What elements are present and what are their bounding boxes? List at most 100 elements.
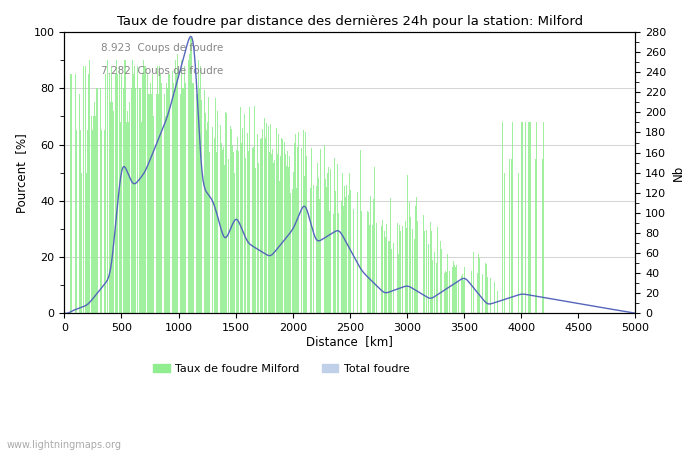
Bar <box>326 187 327 314</box>
Bar <box>127 111 128 314</box>
Bar <box>279 181 280 314</box>
Bar <box>509 158 510 314</box>
Bar <box>482 274 484 314</box>
Bar <box>113 111 114 314</box>
Bar <box>484 263 486 314</box>
Bar <box>184 66 186 314</box>
Bar <box>149 94 150 314</box>
Bar <box>515 173 517 314</box>
Bar <box>267 126 269 314</box>
Bar <box>511 158 512 314</box>
Bar <box>191 37 192 314</box>
Bar <box>87 130 88 314</box>
Bar <box>368 212 369 314</box>
Bar <box>542 158 543 314</box>
Bar <box>159 66 160 314</box>
Bar <box>423 215 424 314</box>
Bar <box>153 117 155 314</box>
Bar <box>172 72 173 314</box>
Bar <box>462 274 463 314</box>
Bar <box>197 94 198 314</box>
Bar <box>183 88 184 314</box>
Bar <box>86 173 87 314</box>
Bar <box>529 122 530 314</box>
Bar <box>168 74 169 314</box>
Bar <box>222 150 223 314</box>
Bar <box>487 277 488 314</box>
Bar <box>346 184 347 314</box>
Bar <box>237 137 238 314</box>
Bar <box>94 102 95 314</box>
Bar <box>178 54 179 314</box>
Bar <box>293 172 294 314</box>
Bar <box>193 83 195 314</box>
Bar <box>202 108 204 314</box>
Bar <box>224 165 225 314</box>
Bar <box>407 176 408 314</box>
Bar <box>211 127 213 314</box>
Bar <box>200 66 201 314</box>
Bar <box>437 226 438 314</box>
Bar <box>432 260 433 314</box>
Bar <box>454 265 455 314</box>
Bar <box>119 66 120 314</box>
Bar <box>245 158 246 314</box>
Bar <box>341 201 342 314</box>
Bar <box>157 66 158 314</box>
Bar <box>512 122 513 314</box>
Bar <box>458 282 459 314</box>
Bar <box>349 173 350 314</box>
Bar <box>232 145 233 314</box>
Bar <box>225 112 226 314</box>
Bar <box>339 213 340 314</box>
Bar <box>292 189 293 314</box>
Bar <box>209 152 210 314</box>
Bar <box>447 254 448 314</box>
Bar <box>124 60 125 314</box>
Bar <box>332 214 334 314</box>
Bar <box>311 148 312 314</box>
Bar <box>400 231 401 314</box>
Bar <box>406 228 407 314</box>
Bar <box>142 74 143 314</box>
Bar <box>169 74 170 314</box>
Bar <box>152 74 153 314</box>
Bar <box>504 173 505 314</box>
Bar <box>372 198 374 314</box>
Bar <box>97 88 99 314</box>
Bar <box>258 163 260 314</box>
Bar <box>281 138 282 314</box>
Bar <box>344 186 345 314</box>
Bar <box>121 74 122 314</box>
Bar <box>304 176 305 314</box>
Bar <box>296 188 297 314</box>
Bar <box>144 66 145 314</box>
Bar <box>330 169 331 314</box>
Bar <box>162 83 164 314</box>
Bar <box>158 94 159 314</box>
Bar <box>160 74 161 314</box>
Bar <box>255 168 256 314</box>
Bar <box>398 254 399 314</box>
Bar <box>143 60 144 314</box>
Bar <box>254 106 255 314</box>
Bar <box>478 254 479 314</box>
Bar <box>177 54 178 314</box>
Bar <box>287 151 288 314</box>
Bar <box>278 134 279 314</box>
Bar <box>99 88 101 314</box>
Bar <box>345 197 346 314</box>
Bar <box>298 132 300 314</box>
Bar <box>196 94 197 314</box>
Bar <box>295 134 296 314</box>
Bar <box>186 83 188 314</box>
Bar <box>167 88 168 314</box>
Bar <box>497 291 498 314</box>
Bar <box>494 282 495 314</box>
Bar <box>456 265 457 314</box>
Bar <box>88 74 89 314</box>
Bar <box>214 138 215 314</box>
Bar <box>95 117 96 314</box>
Bar <box>130 88 132 314</box>
Bar <box>81 173 83 314</box>
